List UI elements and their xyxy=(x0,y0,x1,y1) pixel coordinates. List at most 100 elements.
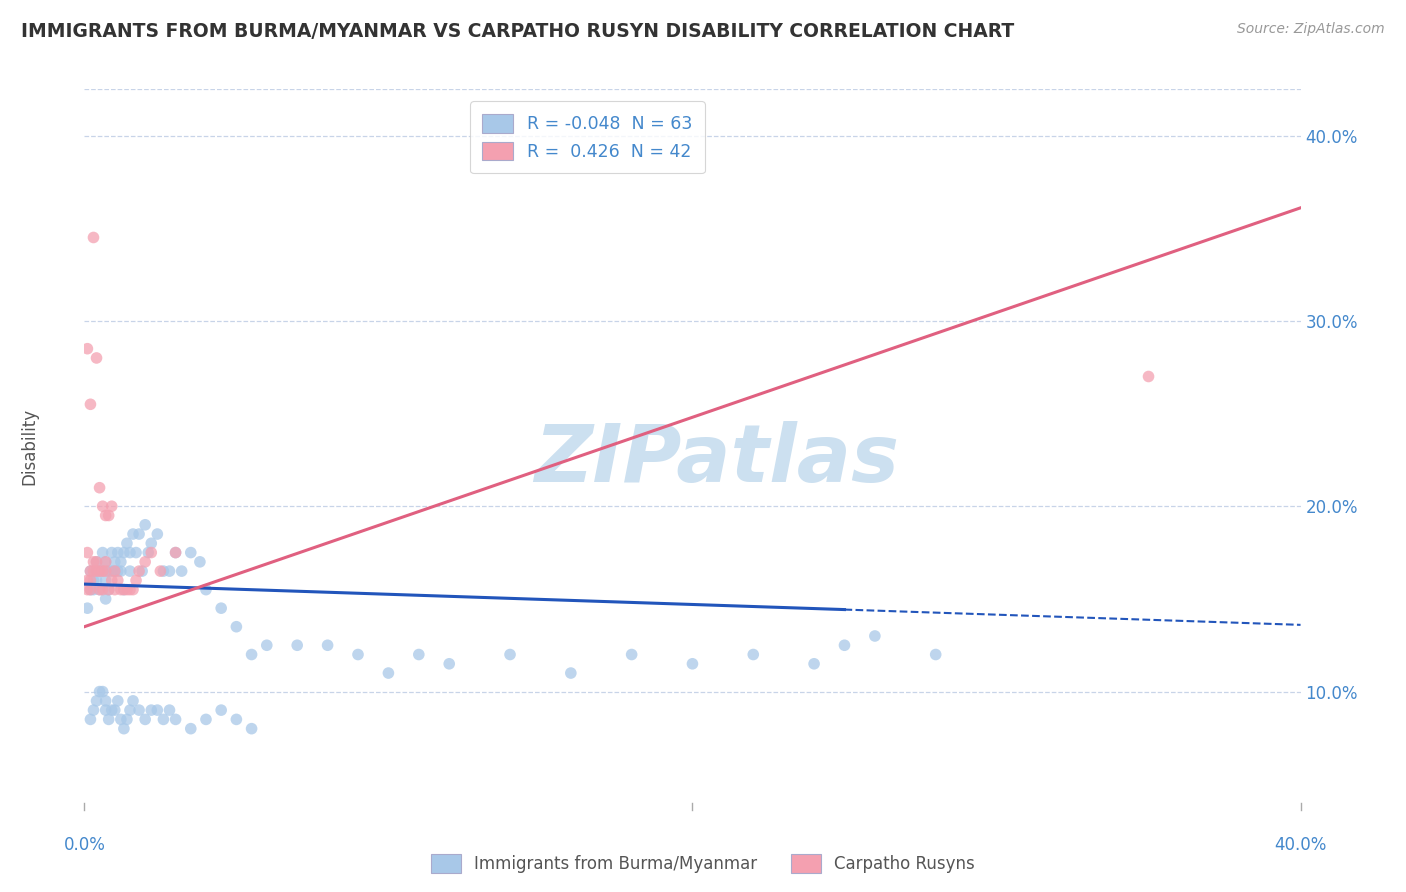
Point xyxy=(1137,369,1160,384)
Point xyxy=(82,703,104,717)
Point xyxy=(115,712,138,726)
Point xyxy=(122,527,145,541)
Point xyxy=(146,703,169,717)
Point xyxy=(408,648,430,662)
Point xyxy=(97,582,120,597)
Point xyxy=(79,574,101,588)
Point xyxy=(94,574,117,588)
Point xyxy=(118,582,141,597)
Point xyxy=(91,564,114,578)
Point xyxy=(110,582,132,597)
Point xyxy=(131,564,153,578)
Point xyxy=(91,564,114,578)
Text: IMMIGRANTS FROM BURMA/MYANMAR VS CARPATHO RUSYN DISABILITY CORRELATION CHART: IMMIGRANTS FROM BURMA/MYANMAR VS CARPATH… xyxy=(21,22,1014,41)
Point xyxy=(149,564,172,578)
Point xyxy=(104,555,127,569)
Point xyxy=(110,555,132,569)
Point xyxy=(91,684,114,698)
Point xyxy=(165,545,187,559)
Point xyxy=(107,694,129,708)
Point xyxy=(79,397,101,411)
Point xyxy=(195,712,218,726)
Point xyxy=(76,342,98,356)
Point xyxy=(165,712,187,726)
Point xyxy=(115,536,138,550)
Point xyxy=(225,712,247,726)
Point xyxy=(79,712,101,726)
Point xyxy=(209,601,232,615)
Point xyxy=(152,564,174,578)
Point xyxy=(86,555,108,569)
Point xyxy=(94,591,117,606)
Point xyxy=(79,564,101,578)
Point xyxy=(76,601,98,615)
Point xyxy=(91,500,114,514)
Point xyxy=(863,629,886,643)
Point xyxy=(76,574,98,588)
Point xyxy=(240,648,263,662)
Point xyxy=(100,574,122,588)
Point xyxy=(107,545,129,559)
Point xyxy=(89,564,111,578)
Legend: R = -0.048  N = 63, R =  0.426  N = 42: R = -0.048 N = 63, R = 0.426 N = 42 xyxy=(470,102,704,173)
Point xyxy=(122,582,145,597)
Text: Disability: Disability xyxy=(21,408,38,484)
Point xyxy=(499,648,522,662)
Point xyxy=(682,657,704,671)
Point xyxy=(89,684,111,698)
Point xyxy=(112,722,135,736)
Point xyxy=(803,657,825,671)
Point xyxy=(89,564,111,578)
Point xyxy=(110,712,132,726)
Point xyxy=(188,555,211,569)
Point xyxy=(377,666,399,681)
Point xyxy=(104,703,127,717)
Point xyxy=(128,527,150,541)
Point xyxy=(180,545,202,559)
Point xyxy=(100,564,122,578)
Point xyxy=(104,582,127,597)
Point xyxy=(122,694,145,708)
Point xyxy=(91,545,114,559)
Point xyxy=(146,527,169,541)
Point xyxy=(82,555,104,569)
Point xyxy=(94,555,117,569)
Point xyxy=(560,666,582,681)
Point xyxy=(118,703,141,717)
Point xyxy=(134,712,156,726)
Point xyxy=(89,582,111,597)
Point xyxy=(82,574,104,588)
Point xyxy=(107,564,129,578)
Point xyxy=(136,545,159,559)
Point xyxy=(170,564,193,578)
Point xyxy=(89,582,111,597)
Point xyxy=(110,564,132,578)
Point xyxy=(79,582,101,597)
Point xyxy=(100,500,122,514)
Point xyxy=(159,564,181,578)
Point xyxy=(439,657,461,671)
Point xyxy=(94,564,117,578)
Point xyxy=(76,545,98,559)
Point xyxy=(118,564,141,578)
Point xyxy=(159,703,181,717)
Point xyxy=(104,564,127,578)
Point xyxy=(165,545,187,559)
Point xyxy=(79,582,101,597)
Text: Source: ZipAtlas.com: Source: ZipAtlas.com xyxy=(1237,22,1385,37)
Point xyxy=(180,722,202,736)
Point xyxy=(97,712,120,726)
Point xyxy=(112,582,135,597)
Point xyxy=(86,564,108,578)
Point xyxy=(134,517,156,532)
Point xyxy=(742,648,765,662)
Point xyxy=(112,545,135,559)
Point xyxy=(91,582,114,597)
Point xyxy=(225,620,247,634)
Point xyxy=(256,638,278,652)
Point xyxy=(834,638,856,652)
Point xyxy=(104,564,127,578)
Point xyxy=(240,722,263,736)
Point xyxy=(86,555,108,569)
Point xyxy=(141,703,163,717)
